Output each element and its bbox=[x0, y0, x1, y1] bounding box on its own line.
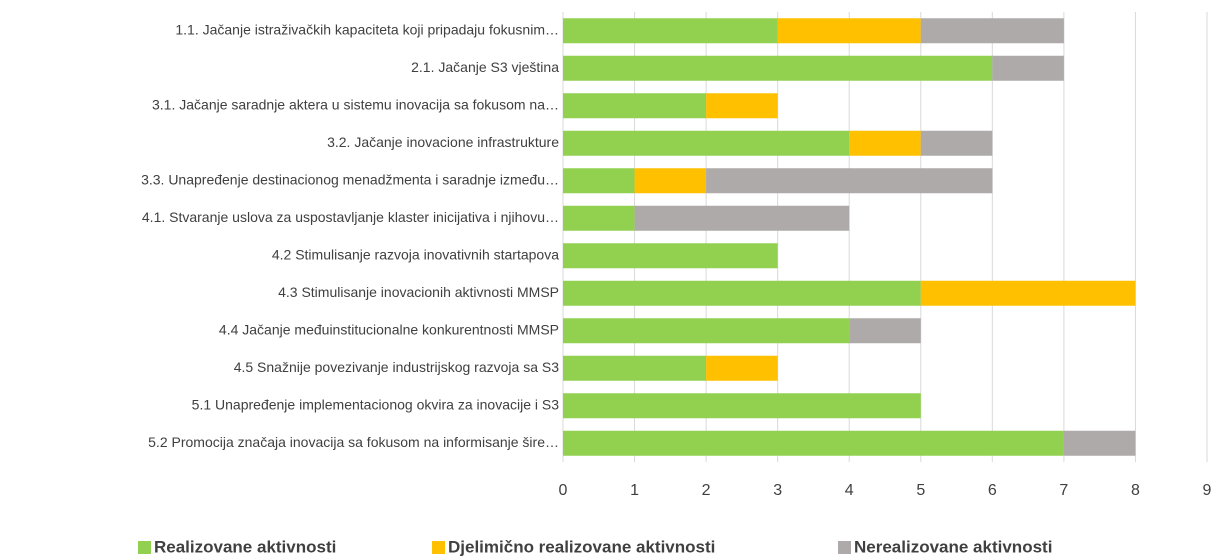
legend-swatch bbox=[432, 541, 445, 554]
bar-segment bbox=[706, 93, 778, 119]
category-label: 4.1. Stvaranje uslova za uspostavljanje … bbox=[142, 209, 559, 225]
bar-segment bbox=[706, 168, 993, 194]
legend-swatch bbox=[838, 541, 851, 554]
category-label: 3.3. Unapređenje destinacionog menadžmen… bbox=[141, 171, 559, 187]
bar-segment bbox=[563, 243, 778, 269]
category-label: 3.2. Jačanje inovacione infrastrukture bbox=[327, 134, 559, 150]
bar-segment bbox=[634, 168, 707, 194]
legend-label: Djelimično realizovane aktivnosti bbox=[448, 537, 715, 556]
category-label: 1.1. Jačanje istraživačkih kapaciteta ko… bbox=[175, 21, 559, 37]
bar-segment bbox=[849, 130, 921, 156]
bar-segment bbox=[634, 205, 850, 231]
x-tick-label: 9 bbox=[1203, 482, 1212, 499]
bar-segment bbox=[920, 18, 1064, 44]
bar-segment bbox=[777, 18, 921, 44]
bar-segment bbox=[706, 355, 778, 381]
x-tick-label: 5 bbox=[916, 482, 925, 499]
x-tick-label: 8 bbox=[1131, 482, 1140, 499]
bar-segment bbox=[992, 55, 1064, 81]
bar-segment bbox=[563, 130, 850, 156]
bar-segment bbox=[563, 318, 850, 344]
bar-segment bbox=[563, 55, 993, 81]
category-label: 4.3 Stimulisanje inovacionih aktivnosti … bbox=[278, 284, 559, 300]
category-label: 5.2 Promocija značaja inovacija sa fokus… bbox=[148, 434, 559, 450]
legend-label: Nerealizovane aktivnosti bbox=[854, 537, 1052, 556]
x-tick-label: 6 bbox=[988, 482, 997, 499]
category-label: 5.1 Unapređenje implementacionog okvira … bbox=[192, 396, 560, 412]
category-label: 4.5 Snažnije povezivanje industrijskog r… bbox=[234, 359, 560, 375]
bar-segment bbox=[563, 93, 707, 119]
bar-segment bbox=[920, 280, 1136, 306]
bar-segment bbox=[849, 318, 921, 344]
category-label: 2.1. Jačanje S3 vještina bbox=[411, 59, 559, 75]
legend-swatch bbox=[138, 541, 151, 554]
legend-label: Realizovane aktivnosti bbox=[154, 537, 336, 556]
bar-segment bbox=[920, 130, 993, 156]
x-tick-label: 0 bbox=[559, 482, 568, 499]
category-label: 4.4 Jačanje međuinstitucionalne konkuren… bbox=[219, 321, 559, 337]
bar-segment bbox=[563, 280, 921, 306]
bar-segment bbox=[1063, 430, 1136, 456]
bar-segment bbox=[563, 205, 635, 231]
x-tick-label: 3 bbox=[773, 482, 782, 499]
category-label: 3.1. Jačanje saradnje aktera u sistemu i… bbox=[152, 96, 559, 112]
x-tick-label: 7 bbox=[1059, 482, 1068, 499]
bar-segment bbox=[563, 355, 707, 381]
bar-segment bbox=[563, 393, 921, 419]
bar-segment bbox=[563, 430, 1064, 456]
bar-segment bbox=[563, 18, 778, 44]
x-tick-label: 2 bbox=[702, 482, 711, 499]
x-tick-label: 4 bbox=[845, 482, 854, 499]
x-tick-label: 1 bbox=[630, 482, 639, 499]
category-label: 4.2 Stimulisanje razvoja inovativnih sta… bbox=[272, 246, 559, 262]
bar-segment bbox=[563, 168, 635, 194]
